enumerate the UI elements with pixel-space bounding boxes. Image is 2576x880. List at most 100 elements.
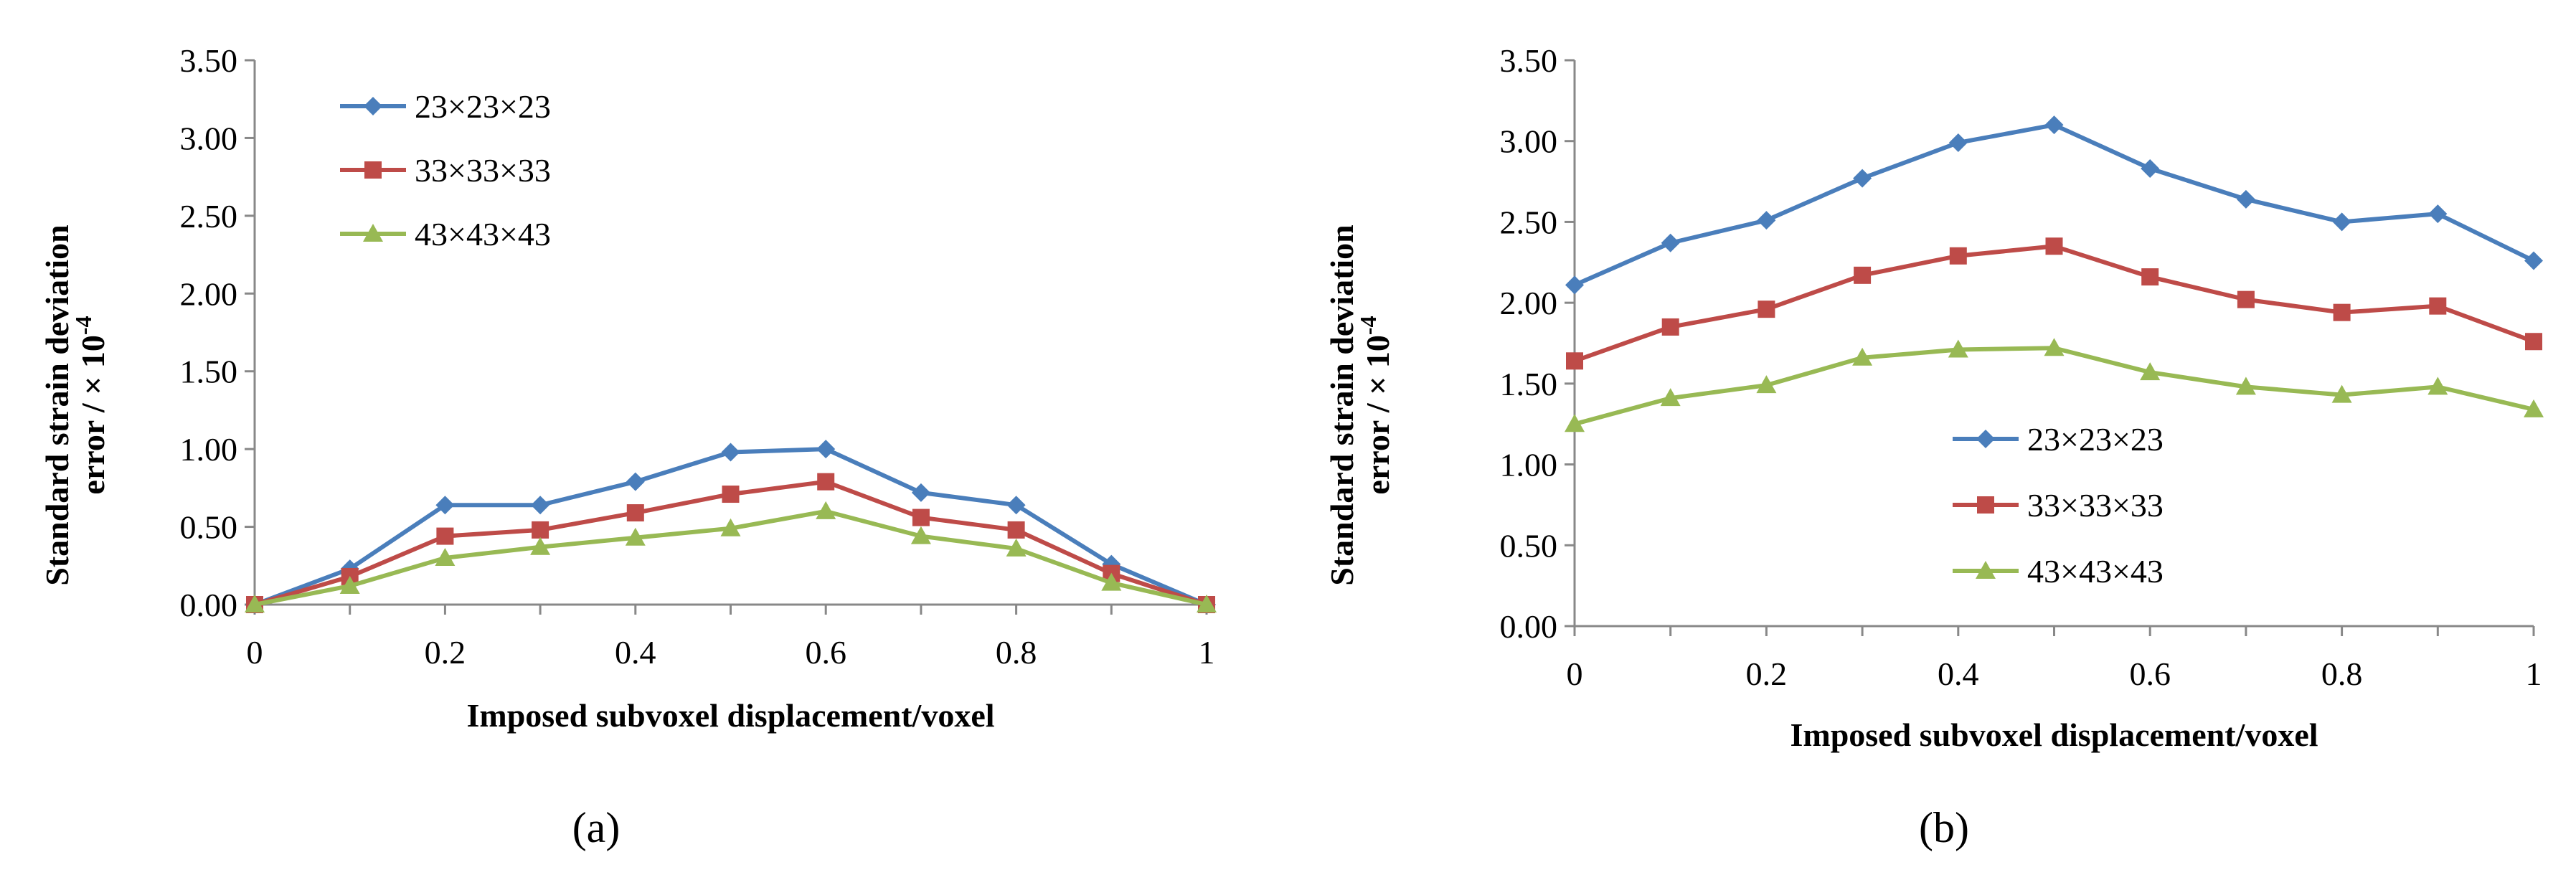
data-point-series-2 [1566, 352, 1583, 370]
data-point-series-2 [2525, 333, 2542, 351]
y-tick-label: 0.50 [180, 509, 238, 546]
y-tick-label: 3.00 [180, 120, 238, 156]
data-point-series-1 [2044, 115, 2064, 135]
data-point-series-1 [2332, 212, 2351, 232]
data-point-series-3 [435, 547, 456, 566]
data-point-series-1 [1853, 169, 1872, 188]
legend-marker-1 [1976, 430, 1995, 448]
x-tick-label: 0.4 [615, 634, 656, 671]
x-tick-label: 1 [2526, 656, 2542, 692]
data-point-series-1 [911, 483, 930, 502]
data-point-series-3 [2044, 338, 2065, 356]
data-point-series-2 [817, 473, 835, 491]
y-tick-label: 0.50 [1500, 527, 1558, 564]
data-point-series-2 [626, 504, 644, 522]
legend-marker-2 [364, 161, 382, 179]
y-tick-label: 1.50 [180, 354, 238, 390]
y-tick-label: 3.00 [1500, 123, 1558, 160]
chart-panel-b: 0.00 0.50 1.00 1.50 2.00 2.50 3.00 3.50 0 0.2 0.4 0… [1324, 42, 2544, 851]
x-tick-label: 0.8 [996, 634, 1037, 671]
data-point-series-2 [1949, 247, 1967, 265]
y-axis-title-line-2: error / × 10-4 [70, 316, 111, 494]
y-tick-label: 1.00 [1500, 447, 1558, 483]
data-point-series-3 [245, 595, 265, 612]
data-point-series-3 [625, 527, 646, 546]
data-point-series-2 [1758, 301, 1775, 318]
data-point-series-2 [2141, 268, 2159, 286]
x-tick-label: 0.6 [2129, 656, 2171, 692]
y-tick-label: 2.00 [180, 275, 238, 312]
data-point-series-3 [1101, 572, 1122, 591]
x-tick-label: 0.6 [805, 634, 846, 671]
x-tick-label: 0 [1567, 656, 1583, 692]
legend-marker-3 [363, 224, 383, 242]
data-point-series-2 [2045, 237, 2063, 255]
x-axis-title: Imposed subvoxel displacement/voxel [466, 697, 994, 734]
data-point-series-2 [532, 521, 549, 539]
data-point-series-1 [816, 440, 836, 459]
data-point-series-1 [1757, 211, 1776, 230]
data-point-series-2 [912, 508, 930, 526]
data-point-series-2 [436, 527, 454, 545]
data-point-series-1 [2141, 159, 2160, 179]
y-tick-label: 3.50 [1500, 42, 1558, 79]
data-point-series-1 [435, 496, 455, 515]
data-point-series-1 [1948, 133, 1968, 152]
x-tick-label: 0 [247, 634, 263, 671]
data-point-series-3 [2428, 377, 2448, 395]
y-axis-title-line-2: error / × 10-4 [1355, 316, 1396, 494]
data-point-series-1 [1565, 275, 1584, 295]
panel-label: (a) [572, 804, 621, 851]
chart-panel-a: 0.00 0.50 1.00 1.50 2.00 2.50 3.00 3.50 0 0.2 0.4 0… [39, 42, 1217, 851]
data-point-series-3 [2140, 362, 2161, 381]
y-tick-label: 2.50 [1500, 204, 1558, 240]
y-tick-label: 0.00 [1500, 608, 1558, 645]
data-point-series-3 [816, 501, 836, 519]
y-axis-title-exponent: -4 [70, 316, 96, 335]
y-tick-label: 1.50 [1500, 366, 1558, 402]
data-point-series-1 [721, 443, 740, 462]
legend-marker-2 [1977, 496, 1994, 514]
data-point-series-3 [720, 518, 741, 536]
data-point-series-3 [339, 575, 360, 594]
series-line-1 [1573, 123, 2535, 288]
data-point-series-3 [1197, 595, 1217, 612]
data-point-series-1 [1661, 233, 1680, 252]
data-point-series-2 [1007, 521, 1025, 539]
legend-label-1: 23×23×23 [2027, 421, 2164, 458]
data-point-series-3 [910, 526, 931, 544]
legend-label-3: 43×43×43 [415, 216, 551, 252]
y-axis-title-line-1: Standard strain deviation [1324, 224, 1360, 586]
x-tick-label: 0.2 [1746, 656, 1788, 692]
y-tick-label: 2.50 [180, 198, 238, 235]
data-point-series-3 [1852, 347, 1873, 366]
panel-label: (b) [1919, 804, 1969, 851]
data-point-series-3 [530, 536, 551, 555]
data-point-series-3 [1565, 414, 1585, 432]
legend-label-1: 23×23×23 [415, 88, 551, 125]
legend-label-2: 33×33×33 [415, 152, 551, 189]
data-point-series-2 [2429, 297, 2447, 315]
data-point-series-2 [1661, 318, 1679, 336]
y-tick-label: 2.00 [1500, 285, 1558, 321]
data-point-series-3 [2331, 384, 2352, 403]
y-axis-title-exponent: -4 [1355, 316, 1381, 335]
x-tick-label: 0.2 [425, 634, 466, 671]
x-tick-label: 0.8 [2321, 656, 2363, 692]
legend-label-3: 43×43×43 [2027, 553, 2164, 590]
data-point-series-2 [1854, 266, 1872, 284]
data-point-series-3 [1948, 339, 1968, 358]
data-point-series-1 [2236, 189, 2255, 209]
x-axis-title: Imposed subvoxel displacement/voxel [1790, 716, 2318, 753]
data-point-series-1 [626, 472, 645, 491]
y-tick-label: 0.00 [180, 587, 238, 623]
data-point-series-3 [1006, 538, 1027, 557]
legend-marker-3 [1976, 561, 1996, 579]
legend-marker-1 [364, 97, 382, 115]
x-tick-label: 0.4 [1938, 656, 1979, 692]
y-axis-title-line-1: Standard strain deviation [39, 224, 75, 586]
data-point-series-1 [1006, 496, 1026, 515]
x-tick-label: 1 [1199, 634, 1215, 671]
data-point-series-3 [1756, 375, 1777, 394]
